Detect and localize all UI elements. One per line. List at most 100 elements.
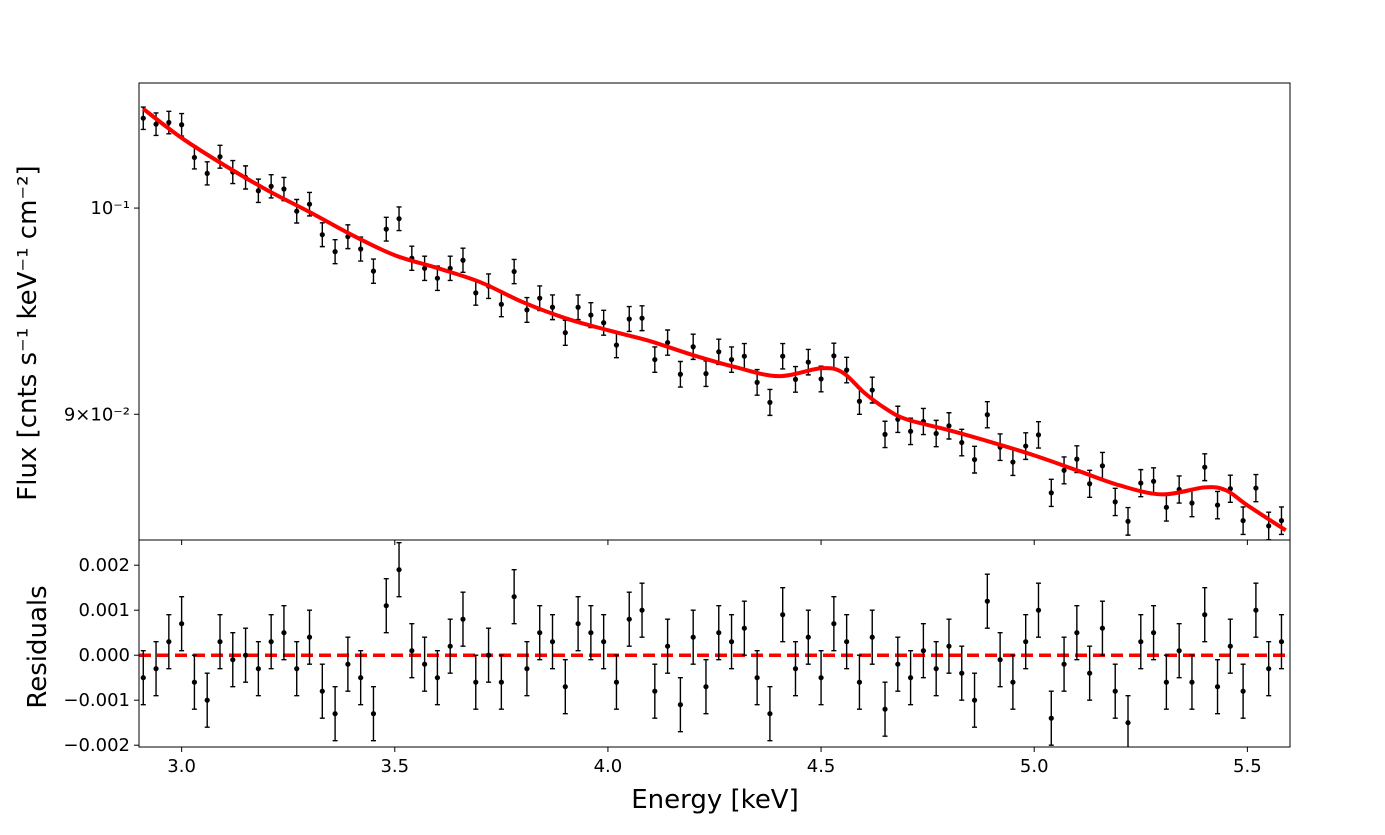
data-point	[780, 353, 786, 359]
x-tick-label: 5.0	[1020, 756, 1049, 777]
data-point	[434, 675, 441, 681]
data-point	[409, 648, 415, 654]
data-point	[613, 679, 620, 685]
data-point	[191, 679, 198, 685]
data-point	[1214, 502, 1221, 508]
data-point	[294, 666, 300, 672]
data-point	[626, 616, 632, 622]
data-point	[792, 376, 799, 382]
data-point	[217, 154, 223, 160]
data-point	[332, 711, 338, 717]
data-point	[1010, 459, 1016, 465]
data-point	[1266, 523, 1272, 529]
data-point	[882, 431, 888, 437]
data-point	[549, 639, 556, 645]
data-point	[524, 307, 530, 313]
y-axis-label: Flux [cnts s⁻¹ keV⁻¹ cm⁻²]	[13, 165, 43, 500]
data-point	[1074, 630, 1080, 636]
data-point	[217, 639, 223, 645]
data-point	[1202, 464, 1208, 470]
data-point	[639, 315, 645, 321]
data-point	[1061, 467, 1067, 473]
data-point	[537, 295, 543, 301]
data-point	[166, 639, 172, 645]
x-tick-label: 3.5	[380, 756, 409, 777]
data-point	[971, 456, 978, 463]
data-point	[1099, 625, 1106, 631]
data-point	[537, 630, 543, 636]
data-point	[1189, 679, 1195, 685]
data-point	[473, 290, 479, 296]
data-point	[780, 612, 786, 618]
data-point	[907, 428, 914, 434]
data-point	[1253, 607, 1259, 613]
data-point	[703, 371, 709, 377]
data-point	[716, 349, 722, 355]
data-point	[306, 201, 313, 207]
data-point	[370, 268, 377, 274]
data-point	[1278, 639, 1285, 645]
data-point	[1163, 679, 1169, 685]
data-point	[728, 356, 735, 363]
data-point	[1240, 688, 1246, 694]
data-point	[358, 246, 364, 252]
data-point	[1214, 684, 1221, 690]
data-point	[447, 643, 453, 649]
y-tick-label: 9×10⁻²	[64, 404, 130, 425]
data-point	[844, 367, 850, 373]
x-tick-label: 4.5	[807, 756, 836, 777]
data-point	[716, 630, 722, 636]
data-point	[818, 376, 824, 382]
data-point	[1202, 612, 1208, 618]
axes-frame	[138, 539, 1291, 748]
data-point	[831, 621, 837, 627]
data-point	[1125, 518, 1131, 524]
data-point	[869, 634, 875, 640]
data-point	[984, 598, 990, 604]
x-tick-label: 4.0	[594, 756, 623, 777]
data-point	[1048, 715, 1054, 721]
data-point	[1112, 499, 1118, 505]
axes-frame	[138, 82, 1291, 541]
data-point	[524, 666, 530, 672]
data-point	[869, 387, 875, 393]
data-point	[703, 684, 709, 690]
data-point	[1240, 518, 1246, 524]
data-point	[601, 639, 607, 645]
data-point	[358, 675, 364, 681]
data-point	[1035, 607, 1042, 613]
data-point	[396, 216, 402, 222]
data-point	[626, 316, 632, 322]
data-point	[728, 639, 735, 645]
data-point	[690, 634, 696, 640]
data-point	[933, 430, 939, 437]
data-point	[997, 657, 1003, 663]
data-point	[741, 353, 747, 359]
data-point	[1253, 485, 1259, 491]
data-point	[396, 567, 402, 573]
data-point	[895, 661, 901, 667]
data-point	[204, 170, 210, 176]
data-point	[818, 675, 824, 681]
data-point	[831, 353, 837, 359]
data-point	[294, 208, 300, 214]
data-point	[1176, 648, 1182, 654]
data-point	[498, 301, 504, 307]
data-point	[511, 594, 517, 600]
data-point	[856, 679, 863, 685]
data-point	[511, 268, 517, 275]
data-point	[665, 339, 671, 346]
data-point	[882, 706, 888, 712]
data-point	[613, 342, 620, 348]
data-point	[1189, 500, 1195, 506]
data-point	[588, 630, 594, 636]
x-axis-label: Energy [keV]	[631, 785, 799, 815]
data-point	[1087, 670, 1093, 676]
data-point	[1278, 518, 1285, 524]
data-point	[677, 702, 683, 708]
data-point	[255, 666, 261, 672]
data-point	[946, 643, 952, 649]
data-point	[268, 639, 274, 645]
data-point	[1125, 720, 1131, 726]
data-point	[434, 275, 441, 281]
